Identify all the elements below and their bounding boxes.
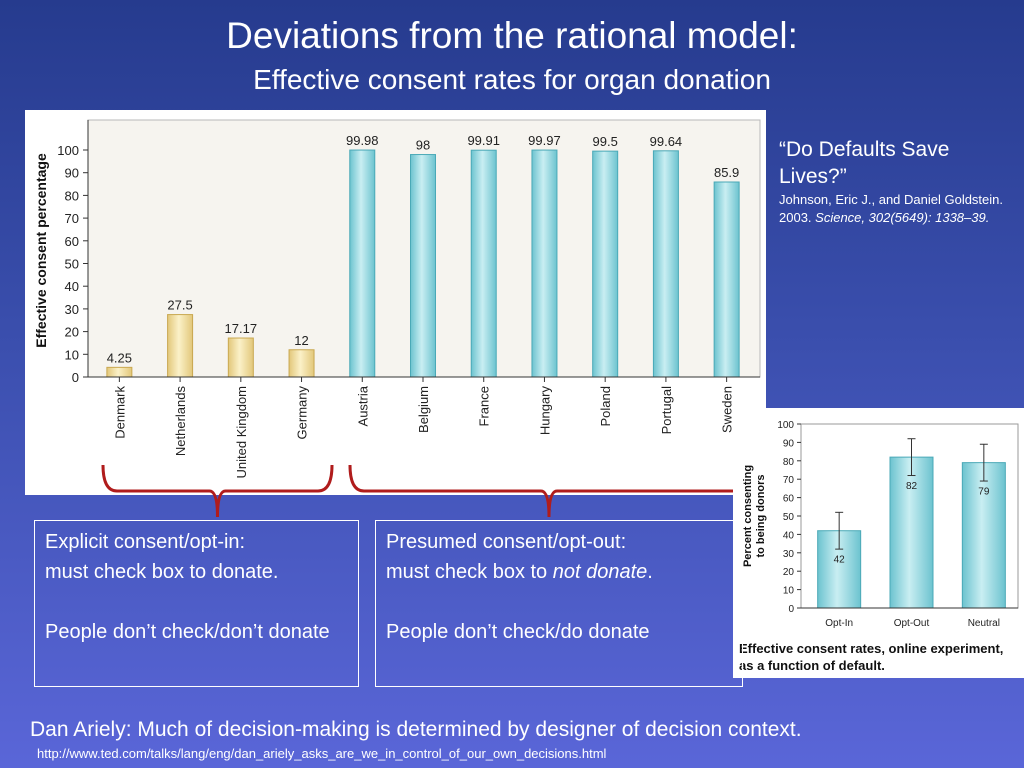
bar-netherlands xyxy=(167,314,194,378)
inset-caption: Effective consent rates, online experime… xyxy=(739,641,1004,673)
x-tick-label: Denmark xyxy=(112,386,127,439)
inset-bar-value-label: 79 xyxy=(978,487,990,498)
citation-journal: Science, 302(5649): 1338–39. xyxy=(815,210,990,225)
bar-germany xyxy=(288,349,315,378)
x-tick-label: Poland xyxy=(598,386,613,426)
bar-poland xyxy=(592,150,619,378)
bar-value-label: 4.25 xyxy=(107,350,132,365)
main-chart-panel: 0 10 20 30 40 50 60 70 80 90 100 Effective consent … xyxy=(25,110,766,495)
inset-bar-opt-out xyxy=(889,456,934,609)
inset-y-tick-label: 100 xyxy=(777,420,794,431)
slide-subtitle: Effective consent rates for organ donati… xyxy=(253,64,771,95)
inset-y-tick-label: 40 xyxy=(783,530,795,541)
opt-out-line2: must check box to not donate. xyxy=(386,557,732,587)
bar-hungary xyxy=(531,149,558,378)
y-tick-label: 50 xyxy=(65,257,79,272)
bar-value-label: 99.97 xyxy=(528,133,561,148)
citation-reference: Johnson, Eric J., and Daniel Goldstein. … xyxy=(779,191,1009,227)
y-tick-label: 90 xyxy=(65,166,79,181)
y-tick-label: 20 xyxy=(65,325,79,340)
opt-out-line3: People don’t check/do donate xyxy=(386,621,650,643)
y-tick-label: 60 xyxy=(65,234,79,249)
x-tick-label: Belgium xyxy=(416,386,431,433)
bar-sweden xyxy=(713,181,740,378)
bar-value-label: 99.91 xyxy=(467,133,500,148)
bar-belgium xyxy=(410,154,436,378)
x-tick-label: Portugal xyxy=(659,386,674,435)
bar-value-label: 17.17 xyxy=(225,321,258,336)
main-consent-chart: 0 10 20 30 40 50 60 70 80 90 100 Effective consent … xyxy=(33,119,761,479)
x-tick-label: Hungary xyxy=(537,386,552,436)
bar-denmark xyxy=(106,366,133,378)
opt-out-box: Presumed consent/opt-out: must check box… xyxy=(375,520,743,687)
bar-value-label: 99.98 xyxy=(346,133,379,148)
x-tick-label: Austria xyxy=(355,385,370,426)
y-tick-label: 70 xyxy=(65,211,79,226)
inset-y-tick-label: 70 xyxy=(783,475,795,486)
inset-y-tick-label: 60 xyxy=(783,494,795,505)
opt-out-line2-emphasis: not donate xyxy=(552,561,648,583)
inset-y-tick-label: 0 xyxy=(788,604,794,615)
y-tick-label: 100 xyxy=(57,143,79,158)
inset-y-tick-label: 90 xyxy=(783,438,795,449)
slide-title: Deviations from the rational model: xyxy=(226,15,798,56)
y-tick-label: 30 xyxy=(65,302,79,317)
inset-x-tick-label: Opt-In xyxy=(825,618,853,629)
inset-y-tick-label: 50 xyxy=(783,512,795,523)
footer-text: Dan Ariely: Much of decision-making is d… xyxy=(30,718,802,741)
bar-austria xyxy=(349,149,376,378)
bar-united-kingdom xyxy=(227,337,254,378)
citation-authors: Johnson, Eric J., and Daniel Goldstein. … xyxy=(779,192,1004,225)
inset-y-tick-label: 30 xyxy=(783,549,795,560)
x-tick-label: France xyxy=(477,386,492,426)
opt-out-line2-suffix: . xyxy=(647,561,653,583)
inset-x-tick-label: Neutral xyxy=(968,618,1000,629)
inset-y-axis-label-2: to being donors xyxy=(755,474,767,557)
bar-value-label: 99.5 xyxy=(593,134,618,149)
inset-y-tick-label: 20 xyxy=(783,567,795,578)
y-tick-label: 40 xyxy=(65,279,79,294)
bar-value-label: 99.64 xyxy=(650,134,683,149)
opt-in-box: Explicit consent/opt-in: must check box … xyxy=(34,520,359,687)
opt-out-line2-prefix: must check box to xyxy=(386,561,553,583)
inset-chart-panel: 0 10 20 30 40 50 60 70 80 90 100 Percent consenting… xyxy=(733,408,1024,678)
opt-out-line1: Presumed consent/opt-out: xyxy=(386,531,627,553)
inset-experiment-chart: 0 10 20 30 40 50 60 70 80 90 100 Percent consenting… xyxy=(742,420,1019,629)
inset-x-tick-label: Opt-Out xyxy=(894,618,930,629)
inset-bar-value-label: 42 xyxy=(834,555,846,566)
opt-in-line2: must check box to donate. xyxy=(45,561,279,583)
y-axis-label: Effective consent percentage xyxy=(33,153,49,348)
y-tick-label: 80 xyxy=(65,188,79,203)
inset-y-tick-label: 10 xyxy=(783,586,795,597)
inset-y-tick-label: 80 xyxy=(783,457,795,468)
x-tick-label: United Kingdom xyxy=(234,386,249,479)
source-url[interactable]: http://www.ted.com/talks/lang/eng/dan_ar… xyxy=(37,746,607,761)
opt-in-line1: Explicit consent/opt-in: xyxy=(45,531,246,553)
bar-value-label: 27.5 xyxy=(167,298,192,313)
bar-value-label: 98 xyxy=(416,138,430,153)
inset-y-axis-label: Percent consenting xyxy=(742,465,754,567)
opt-in-line3: People don’t check/don’t donate xyxy=(45,621,330,643)
bar-value-label: 85.9 xyxy=(714,165,739,180)
citation: “Do Defaults Save Lives?” Johnson, Eric … xyxy=(779,136,1009,227)
y-tick-label: 10 xyxy=(65,347,79,362)
x-tick-label: Sweden xyxy=(720,386,735,433)
bar-value-label: 12 xyxy=(294,333,308,348)
bar-portugal xyxy=(652,150,679,378)
x-tick-label: Germany xyxy=(295,386,310,440)
x-tick-label: Netherlands xyxy=(173,386,188,457)
bar-france xyxy=(470,149,497,378)
inset-bar-neutral xyxy=(961,462,1006,609)
inset-bar-value-label: 82 xyxy=(906,481,918,492)
y-tick-label: 0 xyxy=(72,370,79,385)
citation-title: “Do Defaults Save Lives?” xyxy=(779,138,950,188)
